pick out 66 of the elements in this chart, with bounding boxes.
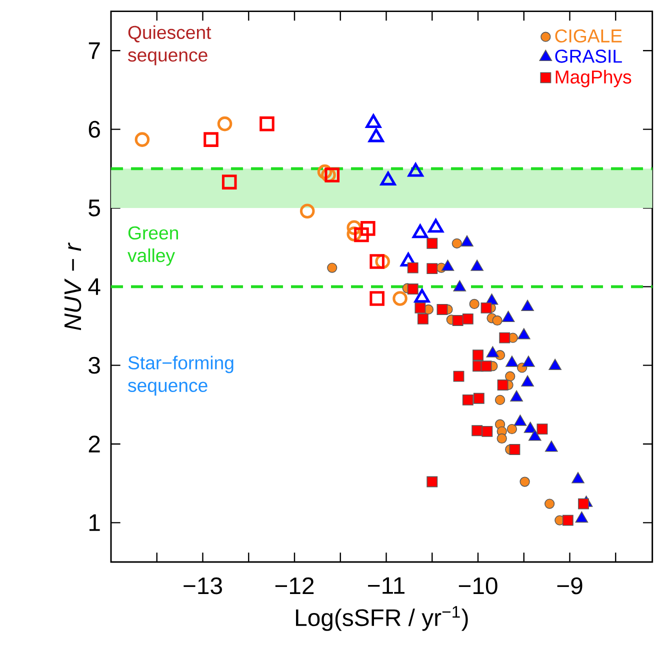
point	[509, 444, 520, 455]
y-tick-label: 3	[88, 356, 100, 374]
x-tick-label: −13	[184, 577, 222, 594]
point	[436, 304, 448, 315]
point	[472, 425, 483, 436]
point	[544, 498, 555, 509]
y-tick-label: 6	[88, 120, 100, 138]
point	[134, 132, 150, 147]
y-axis-title: NUV − r	[64, 242, 82, 330]
point	[324, 168, 340, 182]
point	[414, 302, 426, 314]
point	[327, 262, 338, 273]
x-axis-title: Log(sSFR / yr$^{−1}$)	[296, 606, 468, 631]
y-tick-label: 5	[88, 200, 100, 216]
y-tick-label: 1	[89, 514, 100, 531]
point	[407, 284, 418, 294]
point	[417, 313, 428, 324]
point	[300, 204, 315, 219]
point	[407, 262, 418, 274]
annotation: Star−forming sequence	[128, 356, 234, 396]
point	[505, 371, 516, 382]
point	[473, 392, 484, 404]
annotation: Green valley	[128, 226, 178, 266]
point	[520, 476, 530, 487]
point	[462, 313, 474, 324]
point	[426, 476, 438, 488]
point	[496, 433, 507, 444]
point	[494, 394, 506, 406]
x-tick-label: −12	[275, 577, 314, 594]
point	[469, 298, 480, 310]
annotation: Quiescent sequence	[128, 25, 212, 66]
legend-label: CIGALE	[555, 29, 622, 43]
point	[354, 227, 369, 242]
y-tick-label: 7	[88, 42, 100, 59]
point	[217, 116, 232, 132]
point	[472, 350, 484, 361]
point	[426, 263, 438, 274]
x-tick-label: −10	[458, 577, 498, 594]
point	[482, 426, 493, 437]
point	[260, 116, 274, 132]
point	[204, 132, 218, 147]
legend-label: GRASIL	[555, 50, 622, 63]
point	[462, 394, 474, 406]
point	[370, 291, 384, 306]
y-tick-label: 4	[88, 278, 100, 295]
point	[499, 332, 510, 344]
point	[562, 514, 574, 526]
point	[360, 221, 376, 236]
point	[492, 315, 502, 326]
point	[392, 291, 408, 306]
legend-label: MagPhys	[556, 70, 632, 88]
y-tick-label: 2	[88, 436, 100, 452]
point	[222, 174, 237, 190]
point	[452, 315, 464, 326]
point	[452, 238, 462, 248]
point	[578, 498, 589, 510]
point	[506, 424, 518, 434]
point	[480, 360, 492, 372]
point	[426, 238, 438, 249]
point	[536, 424, 548, 435]
point	[370, 254, 384, 269]
x-tick-label: −9	[557, 577, 582, 594]
x-tick-label: −11	[368, 577, 404, 594]
point	[480, 302, 492, 314]
point	[453, 370, 464, 382]
point	[497, 380, 508, 390]
